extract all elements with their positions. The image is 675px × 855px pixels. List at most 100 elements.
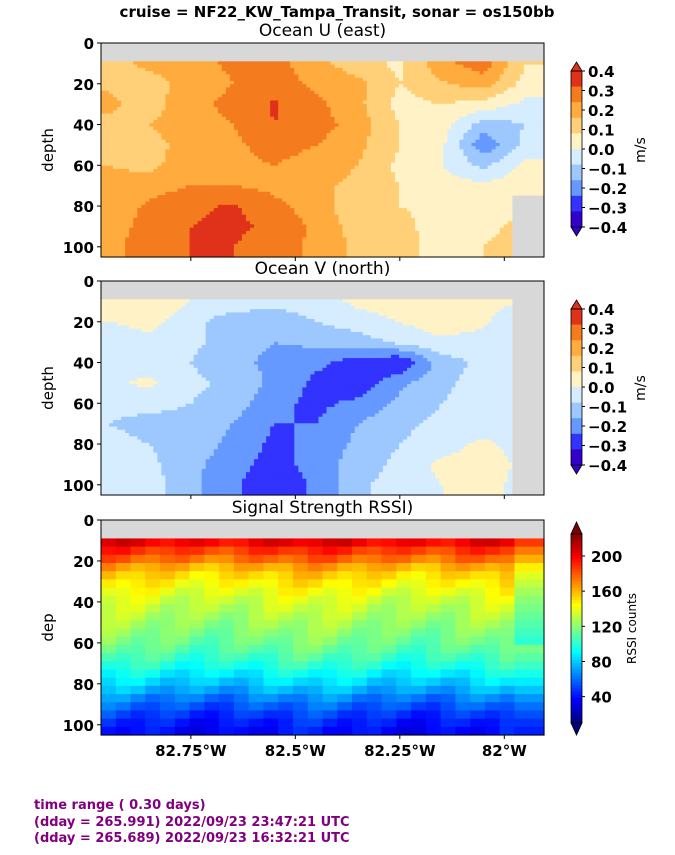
heatmap-cell [177, 201, 183, 206]
heatmap-cell [382, 182, 388, 186]
heatmap-cell [278, 155, 283, 160]
heatmap-cell [427, 208, 432, 212]
heatmap-cell [350, 230, 356, 235]
heatmap-cell [399, 74, 404, 79]
heatmap-cell [193, 152, 199, 157]
heatmap-cell [193, 97, 199, 102]
heatmap-cell [245, 191, 251, 196]
heatmap-cell [346, 188, 352, 193]
heatmap-cell [338, 159, 344, 164]
heatmap-cell [350, 139, 356, 144]
heatmap-cell [274, 80, 279, 85]
heatmap-cell [282, 74, 287, 79]
heatmap-cell [258, 221, 263, 225]
heatmap-cell [149, 155, 154, 160]
heatmap-cell [233, 74, 239, 79]
heatmap-cell [169, 217, 175, 222]
heatmap-cell [241, 87, 247, 92]
heatmap-cell [354, 136, 360, 141]
heatmap-cell [326, 253, 332, 258]
heatmap-cell [193, 243, 199, 248]
heatmap-cell [161, 61, 167, 66]
heatmap-cell [133, 149, 138, 154]
heatmap-cell [431, 221, 436, 225]
heatmap-cell [423, 93, 428, 98]
heatmap-cell [245, 123, 251, 128]
heatmap-cell [129, 64, 134, 69]
heatmap-cell [213, 97, 219, 102]
heatmap-cell [109, 195, 114, 199]
heatmap-cell [419, 64, 424, 69]
heatmap-cell [274, 185, 279, 190]
heatmap-cell [250, 61, 255, 66]
heatmap-cell [310, 71, 316, 75]
heatmap-cell [254, 243, 259, 248]
heatmap-cell [117, 234, 122, 239]
heatmap-cell [290, 120, 295, 124]
heatmap-cell [189, 129, 195, 134]
heatmap-cell [157, 214, 163, 219]
heatmap-cell [133, 208, 138, 212]
heatmap-cell [390, 227, 396, 232]
heatmap-cell [350, 162, 356, 167]
heatmap-cell [386, 136, 392, 141]
heatmap-cell [286, 133, 291, 137]
heatmap-cell [378, 113, 384, 118]
heatmap-cell [173, 204, 179, 209]
heatmap-cell [403, 146, 408, 150]
heatmap-cell [113, 129, 118, 134]
heatmap-cell [382, 175, 388, 180]
panel-1: Ocean U (east)depth0204060801000.40.30.2… [39, 21, 649, 261]
heatmap-cell [366, 116, 372, 121]
heatmap-cell [403, 159, 408, 164]
heatmap-cell [250, 74, 255, 79]
heatmap-cell [209, 217, 215, 222]
heatmap-cell [241, 162, 247, 167]
heatmap-cell [322, 84, 328, 89]
heatmap-cell [282, 116, 287, 121]
heatmap-cell [161, 195, 167, 199]
heatmap-cell [306, 208, 312, 212]
heatmap-cell [113, 133, 118, 137]
heatmap-cell [185, 129, 191, 134]
heatmap-cell [113, 214, 118, 219]
heatmap-cell [330, 142, 336, 147]
heatmap-cell [129, 152, 134, 157]
heatmap-cell [105, 139, 110, 144]
heatmap-cell [209, 136, 215, 141]
heatmap-cell [101, 188, 106, 193]
heatmap-cell [382, 243, 388, 248]
heatmap-cell [117, 149, 122, 154]
heatmap-cell [197, 168, 203, 173]
heatmap-cell [241, 159, 247, 164]
heatmap-cell [225, 77, 231, 82]
heatmap-cell [322, 234, 328, 239]
heatmap-cell [366, 188, 372, 193]
heatmap-cell [270, 201, 275, 206]
heatmap-cell [274, 129, 279, 134]
heatmap-cell [258, 146, 263, 150]
heatmap-cell [181, 61, 187, 66]
heatmap-cell [282, 107, 287, 111]
heatmap-cell [366, 201, 372, 206]
heatmap-cell [294, 240, 299, 245]
heatmap-cell [322, 67, 328, 72]
heatmap-cell [322, 139, 328, 144]
heatmap-cell [358, 139, 364, 144]
heatmap-cell [314, 84, 320, 89]
heatmap-cell [302, 224, 307, 229]
heatmap-cell [193, 61, 199, 66]
heatmap-cell [314, 103, 320, 108]
heatmap-cell [137, 64, 142, 69]
heatmap-cell [153, 146, 158, 150]
heatmap-cell [362, 191, 368, 196]
heatmap-cell [233, 191, 239, 196]
heatmap-cell [298, 217, 303, 222]
heatmap-cell [330, 64, 336, 69]
heatmap-cell [334, 234, 340, 239]
heatmap-cell [185, 211, 191, 216]
heatmap-cell [310, 195, 316, 199]
heatmap-cell [189, 152, 195, 157]
heatmap-cell [217, 240, 223, 245]
heatmap-cell [330, 103, 336, 108]
